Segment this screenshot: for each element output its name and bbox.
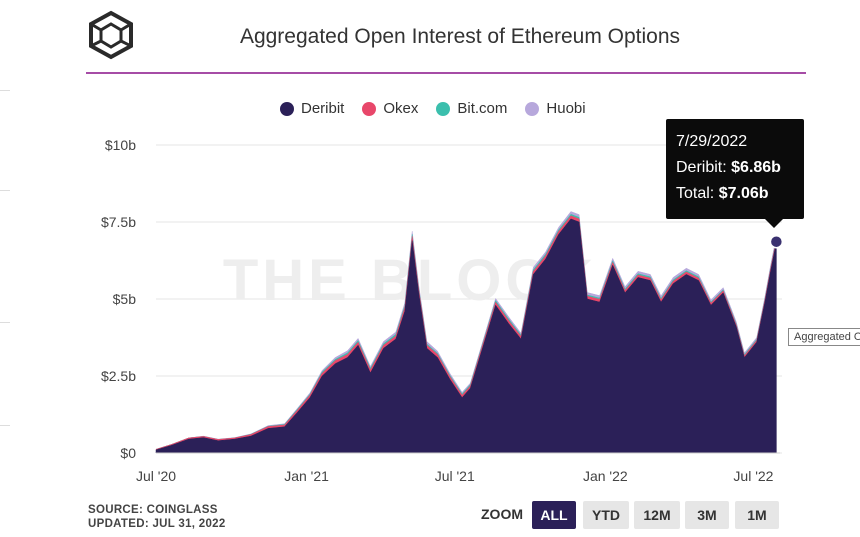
page-edge-tick <box>0 322 10 323</box>
y-tick-label: $7.5b <box>101 214 136 230</box>
page-edge-tick <box>0 90 10 91</box>
y-tick-label: $0 <box>120 445 136 461</box>
chart-title: Aggregated Open Interest of Ethereum Opt… <box>239 25 681 48</box>
highlight-marker <box>769 234 784 249</box>
tooltip-deribit-row: Deribit: $6.86b <box>676 155 794 181</box>
legend-label-deribit: Deribit <box>301 100 345 117</box>
legend-dot-deribit <box>280 101 294 116</box>
legend-label-bitcom: Bit.com <box>457 100 508 117</box>
legend-dot-huobi <box>525 101 540 116</box>
cube-logo-icon <box>89 10 133 60</box>
tooltip-total-label: Total: <box>676 185 715 202</box>
zoom-3m-button[interactable]: 3M <box>685 501 729 529</box>
tooltip-total-row: Total: $7.06b <box>676 181 794 207</box>
source-note: SOURCE: COINGLASS UPDATED: JUL 31, 2022 <box>88 503 226 531</box>
legend-dot-okex <box>362 101 377 116</box>
x-axis-ticks: Jul '20 Jan '21 Jul '21 Jan '22 Jul '22 <box>136 468 774 484</box>
legend-dot-bitcom <box>436 101 451 116</box>
highlight-point <box>769 234 784 249</box>
chart-tooltip: 7/29/2022 Deribit: $6.86b Total: $7.06b <box>666 119 804 219</box>
x-tick-label: Jan '21 <box>284 468 329 484</box>
x-tick-label: Jul '22 <box>733 468 773 484</box>
page-edge-tick <box>0 190 10 191</box>
tooltip-arrow <box>765 219 783 228</box>
zoom-label: ZOOM <box>481 506 523 522</box>
x-tick-label: Jul '20 <box>136 468 176 484</box>
y-tick-label: $5b <box>113 291 137 307</box>
tooltip-total-value: $7.06b <box>718 185 769 202</box>
zoom-all-button[interactable]: ALL <box>532 501 576 529</box>
tooltip-date: 7/29/2022 <box>676 133 748 150</box>
zoom-ytd-button[interactable]: YTD <box>583 501 629 529</box>
y-axis-ticks: $0 $2.5b $5b $7.5b $10b <box>101 137 136 461</box>
tooltip-deribit-value: $6.86b <box>731 159 781 176</box>
y-tick-label: $2.5b <box>101 368 136 384</box>
y-tick-label: $10b <box>105 137 136 153</box>
series-hover-label: Aggregated O <box>788 328 860 346</box>
legend-label-huobi: Huobi <box>546 100 586 117</box>
legend-item-deribit[interactable]: Deribit <box>280 100 344 117</box>
updated-text: UPDATED: JUL 31, 2022 <box>88 518 226 530</box>
legend-label-okex: Okex <box>383 100 419 117</box>
legend-item-okex[interactable]: Okex <box>362 100 418 117</box>
chart-legend: Deribit Okex Bit.com Huobi <box>280 100 586 117</box>
zoom-12m-button[interactable]: 12M <box>634 501 680 529</box>
x-tick-label: Jul '21 <box>435 468 475 484</box>
zoom-1m-button[interactable]: 1M <box>735 501 779 529</box>
tooltip-deribit-label: Deribit: <box>676 159 727 176</box>
legend-item-bitcom[interactable]: Bit.com <box>436 100 507 117</box>
title-divider <box>86 72 806 74</box>
source-text: SOURCE: COINGLASS <box>88 504 218 516</box>
page-edge-tick <box>0 425 10 426</box>
legend-item-huobi[interactable]: Huobi <box>525 100 586 117</box>
x-tick-label: Jan '22 <box>583 468 628 484</box>
